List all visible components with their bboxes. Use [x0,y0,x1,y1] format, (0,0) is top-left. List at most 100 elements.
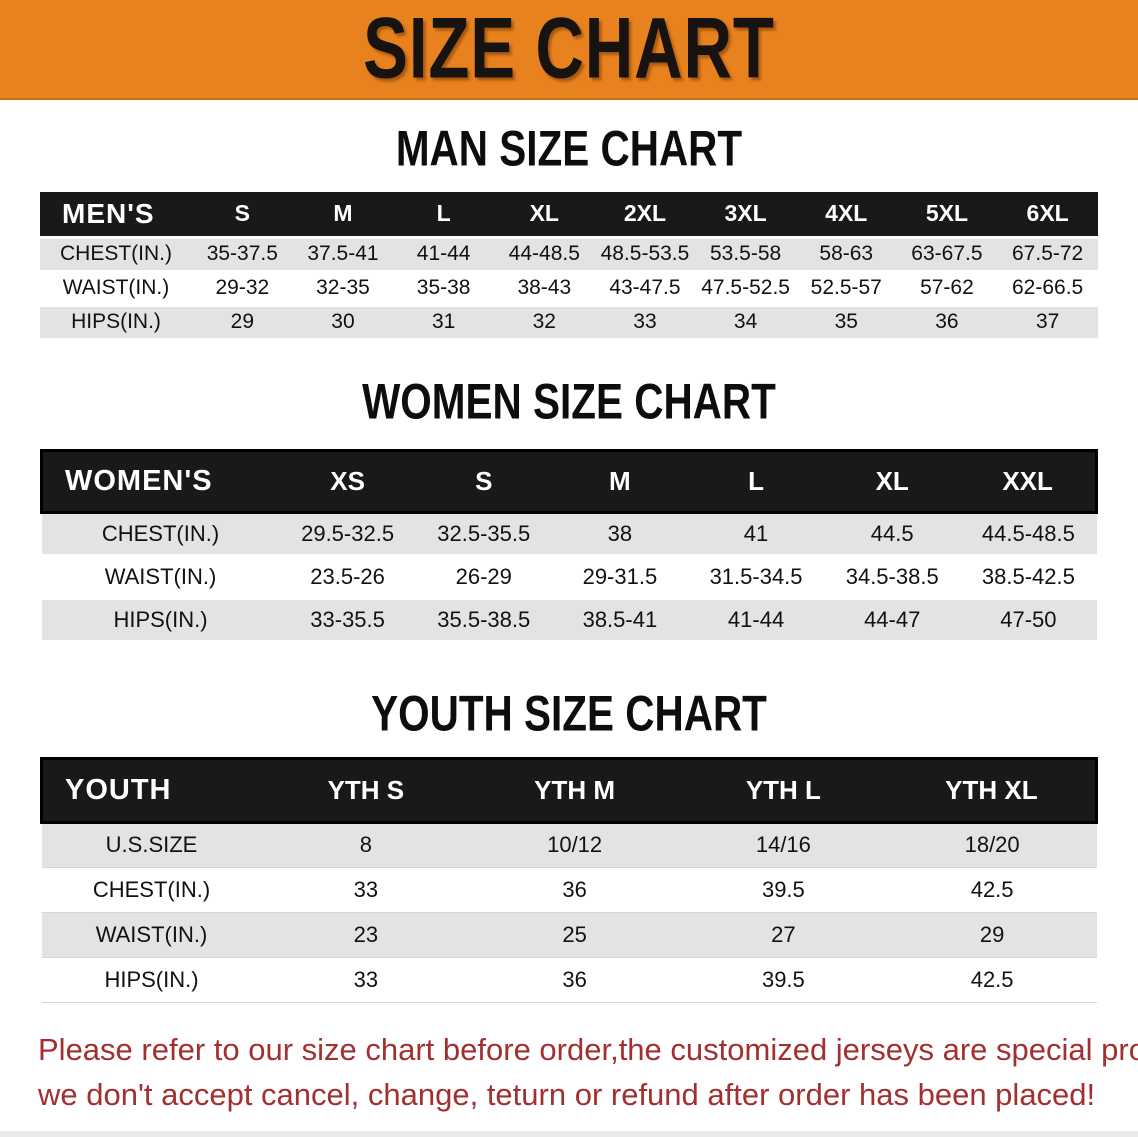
page-bottom-edge [0,1130,1138,1137]
cell-value: 35-37.5 [192,237,293,271]
row-label: WAIST(IN.) [104,563,217,589]
cell-value: 27 [679,912,888,957]
row-label: WAIST(IN.) [62,276,170,299]
cell-value: 62-66.5 [1012,276,1084,299]
womens-group-label: WOMEN'S [40,448,280,514]
cell-value: 31 [393,305,494,339]
womens-column-l: L [687,448,825,514]
mens-group-label: MEN'S [40,192,192,237]
cell-value: 23.5-26 [310,563,385,589]
cell-value: 29-32 [215,276,270,299]
cell-value: 33 [353,966,379,992]
disclaimer-line-1: Please refer to our size chart before or… [38,1031,1138,1067]
row-label: CHEST(IN.) [41,512,280,555]
cell-value: 43-47.5 [609,276,681,299]
cell-value: 44-48.5 [493,237,595,271]
section-mens: MAN SIZE CHART MEN'S S M L XL 2XL 3XL 4XL 5XL 6XL… [0,119,1138,341]
womens-column-xxl: XXL [960,448,1099,514]
cell-value: 53.5-58 [695,237,796,271]
cell-value: 29-31.5 [582,563,658,589]
banner-title: SIZE CHART [363,0,775,97]
cell-value: 35.5-38.5 [415,598,552,641]
row-label: HIPS(IN.) [41,598,280,641]
cell-value: 67.5-72 [997,237,1098,271]
mens-column-5xl: 5XL [896,192,998,237]
cell-value: 38.5-41 [551,598,688,641]
cell-value: 34.5-38.5 [845,563,939,589]
table-header-row: YOUTH YTH S YTH M YTH L YTH XL [40,756,1098,824]
womens-column-xl: XL [824,448,961,514]
cell-value: 32 [493,305,595,339]
cell-value: 35-38 [416,276,471,299]
youth-row-u-s-size: U.S.SIZE 8 10/12 14/16 18/20 [41,822,1097,867]
cell-value: 44.5 [824,512,961,555]
cell-value: 32.5-35.5 [415,512,552,555]
cell-value: 30 [292,305,394,339]
cell-value: 58-63 [795,237,897,271]
mens-column-s: S [192,192,293,237]
cell-value: 47.5-52.5 [701,276,790,299]
youth-row-waist-in: WAIST(IN.) 23 25 27 29 [41,912,1097,957]
row-label: HIPS(IN.) [40,305,192,339]
cell-value: 47-50 [960,598,1097,641]
table-header-row: MEN'S S M L XL 2XL 3XL 4XL 5XL 6XL [40,192,1098,237]
youth-size-table: YOUTH YTH S YTH M YTH L YTH XL U.S.SIZE 8 10/1… [40,756,1098,1003]
womens-row-waist-in: WAIST(IN.) 23.5-26 26-29 29-31.5 31.5-34.5 34… [41,555,1097,598]
womens-size-table: WOMEN'S XS S M L XL XXL CHEST(IN.) 29.5-32.5 32.… [40,448,1099,643]
cell-value: 29 [192,305,293,339]
cell-value: 14/16 [679,822,888,867]
cell-value: 42.5 [970,876,1014,902]
cell-value: 33-35.5 [279,598,416,641]
row-label: U.S.SIZE [41,822,262,867]
mens-column-3xl: 3XL [695,192,796,237]
row-label: WAIST(IN.) [41,912,262,957]
youth-column-yth-xl: YTH XL [887,756,1098,824]
cell-value: 38-43 [517,276,572,299]
cell-value: 57-62 [920,276,974,299]
cell-value: 36 [562,876,587,902]
mens-size-table: MEN'S S M L XL 2XL 3XL 4XL 5XL 6XL CHEST(IN.) 35-3… [40,192,1098,341]
cell-value: 44-47 [824,598,961,641]
mens-row-chest-in: CHEST(IN.) 35-37.5 37.5-41 41-44 44-48.5 48.5… [40,237,1098,271]
mens-section-title: MAN SIZE CHART [395,119,743,177]
section-youth: YOUTH SIZE CHART YOUTH YTH S YTH M YTH L YTH… [0,684,1138,1003]
cell-value: 26-29 [455,563,512,589]
section-womens: WOMEN SIZE CHART WOMEN'S XS S M L XL XXL CHEST… [0,372,1138,643]
row-label: HIPS(IN.) [104,966,199,992]
size-chart-sections: MAN SIZE CHART MEN'S S M L XL 2XL 3XL 4XL 5XL 6XL… [0,119,1138,1003]
cell-value: 35 [795,305,897,339]
mens-column-6xl: 6XL [997,192,1098,237]
cell-value: 41 [687,512,825,555]
cell-value: 44.5-48.5 [960,512,1097,555]
cell-value: 39.5 [761,876,805,902]
cell-value: 8 [261,822,471,867]
youth-row-chest-in: CHEST(IN.) 33 36 39.5 42.5 [41,867,1097,912]
mens-column-l: L [393,192,494,237]
cell-value: 32-35 [316,276,370,299]
cell-value: 38 [551,512,688,555]
cell-value: 48.5-53.5 [594,237,696,271]
cell-value: 31.5-34.5 [709,563,803,589]
cell-value: 41-44 [687,598,825,641]
cell-value: 18/20 [887,822,1097,867]
cell-value: 36 [896,305,998,339]
womens-column-xs: XS [279,448,416,514]
youth-column-yth-s: YTH S [261,756,471,824]
womens-column-s: S [415,448,552,514]
cell-value: 36 [562,966,587,992]
womens-row-chest-in: CHEST(IN.) 29.5-32.5 32.5-35.5 38 41 44.5 44.5… [41,512,1097,555]
youth-column-yth-m: YTH M [470,756,679,824]
youth-row-hips-in: HIPS(IN.) 33 36 39.5 42.5 [41,957,1097,1002]
womens-column-m: M [551,448,688,514]
cell-value: 33 [353,876,379,902]
mens-row-waist-in: WAIST(IN.) 29-32 32-35 35-38 38-43 43-47.5 47.… [40,271,1098,305]
row-label: CHEST(IN.) [92,876,211,902]
cell-value: 34 [695,305,796,339]
mens-column-4xl: 4XL [795,192,897,237]
youth-section-title: YOUTH SIZE CHART [371,684,767,741]
cell-value: 23 [261,912,471,957]
cell-value: 39.5 [761,966,805,992]
row-label: CHEST(IN.) [40,237,192,271]
youth-group-label: YOUTH [40,756,262,824]
cell-value: 10/12 [470,822,679,867]
